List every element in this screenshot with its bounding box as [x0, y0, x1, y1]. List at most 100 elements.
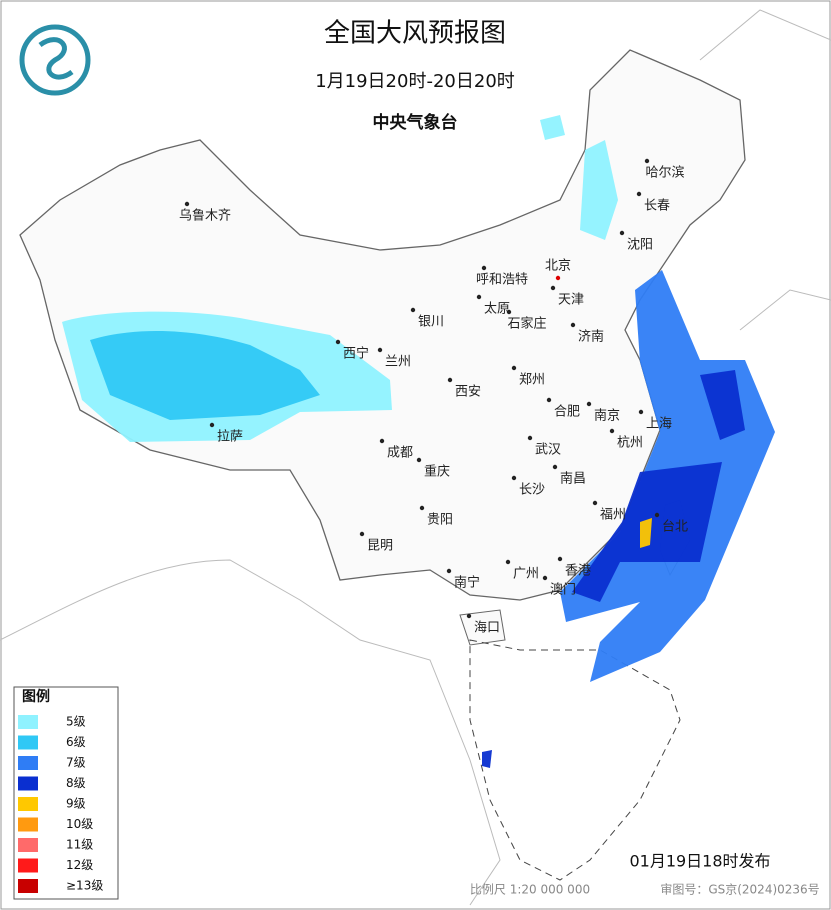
- city-label: 澳门: [550, 582, 576, 598]
- city-dot: [619, 230, 625, 236]
- city-label: 长沙: [519, 483, 545, 498]
- city-dot: [446, 568, 452, 574]
- city-dot: [447, 377, 453, 383]
- city-label: 台北: [662, 520, 688, 535]
- city-dot: [555, 275, 561, 281]
- city-dot: [511, 365, 517, 371]
- legend-swatch: [18, 715, 38, 729]
- legend-swatch: [18, 838, 38, 852]
- legend-title: 图例: [22, 688, 50, 705]
- legend-label: 7级: [66, 756, 86, 770]
- city-dot: [644, 158, 650, 164]
- city-label: 南京: [594, 408, 620, 424]
- city-label: 呼和浩特: [476, 273, 528, 288]
- city-dot: [410, 307, 416, 313]
- city-label: 福州: [600, 508, 626, 523]
- city-dot: [638, 409, 644, 415]
- city-dot: [379, 438, 385, 444]
- city-label: 成都: [387, 446, 413, 461]
- wind-area: [90, 330, 320, 420]
- city-label: 南昌: [560, 471, 586, 487]
- city-dot: [636, 191, 642, 197]
- legend-swatch: [18, 858, 38, 873]
- city-dot: [481, 265, 487, 271]
- city-label: 兰州: [385, 355, 411, 370]
- city-label: 香港: [565, 564, 591, 579]
- city-label: 乌鲁木齐: [179, 208, 231, 224]
- period: 1月19日20时-20日20时: [315, 71, 515, 92]
- issue-time: 01月19日18时发布: [629, 852, 770, 871]
- city-label: 武汉: [535, 443, 561, 458]
- city-label: 沈阳: [627, 238, 653, 253]
- legend-label: 8级: [66, 776, 86, 790]
- city-dot: [542, 575, 548, 581]
- legend-swatch: [18, 817, 38, 832]
- wind-area: [540, 115, 565, 140]
- city-label: 贵阳: [427, 513, 453, 528]
- city-dot: [546, 397, 552, 403]
- legend-label: ≥13级: [66, 879, 103, 893]
- city-dot: [377, 347, 383, 353]
- city-dot: [557, 556, 563, 562]
- city-label: 银川: [418, 315, 444, 330]
- wind-area: [640, 518, 652, 548]
- hainan-outline: [459, 609, 506, 646]
- wind-area: [482, 750, 492, 768]
- city-dot: [586, 401, 592, 407]
- legend-swatch: [18, 797, 38, 811]
- city-dot: [506, 309, 512, 315]
- legend-label: 12级: [66, 858, 93, 872]
- city-label: 北京: [545, 259, 571, 274]
- city-label: 合肥: [554, 405, 580, 420]
- legend-label: 10级: [66, 817, 93, 831]
- city-label: 海口: [474, 621, 500, 636]
- city-label: 昆明: [367, 539, 393, 554]
- city-label: 郑州: [519, 373, 545, 388]
- city-dot: [550, 285, 556, 291]
- nine-dash-line: [469, 639, 681, 881]
- scale: 比例尺 1:20 000 000: [470, 883, 590, 897]
- city-dot: [654, 512, 660, 518]
- legend-label: 9级: [66, 797, 86, 811]
- legend-swatch: [18, 756, 38, 770]
- city-label: 拉萨: [217, 430, 243, 445]
- city-label: 济南: [578, 329, 604, 345]
- neighbour-border: [0, 9, 831, 906]
- city-dot: [466, 613, 472, 619]
- legend-label: 11级: [66, 838, 93, 852]
- title: 全国大风预报图: [324, 19, 506, 49]
- city-dot: [511, 475, 517, 481]
- city-label: 石家庄: [507, 316, 546, 332]
- city-label: 重庆: [424, 464, 450, 480]
- city-dot: [505, 559, 511, 565]
- city-dot: [527, 435, 533, 441]
- city-dot: [359, 531, 365, 537]
- wind-area: [700, 370, 745, 440]
- city-label: 南宁: [454, 575, 480, 591]
- map-number: 审图号：GS京(2024)0236号: [660, 882, 819, 897]
- city-label: 哈尔滨: [645, 165, 684, 181]
- city-dot: [592, 500, 598, 506]
- city-label: 西宁: [343, 346, 369, 362]
- city-label: 西安: [455, 385, 481, 400]
- city-label: 广州: [513, 567, 539, 582]
- city-dot: [419, 505, 425, 511]
- city-dot: [416, 457, 422, 463]
- legend-swatch: [18, 776, 38, 791]
- city-dot: [184, 201, 190, 207]
- wind-area: [580, 140, 618, 240]
- legend-items: 5级 6级 7级 8级 9级 10级 11级 12级 ≥13级: [18, 715, 103, 893]
- city-dot: [570, 322, 576, 328]
- city-label: 天津: [558, 293, 584, 308]
- wind-areas: [62, 115, 775, 768]
- logo-mark: [38, 37, 74, 80]
- city-dot: [609, 428, 615, 434]
- issuer: 中央气象台: [373, 112, 458, 133]
- legend-swatch: [18, 735, 38, 750]
- city-dot: [552, 464, 558, 470]
- legend-label: 5级: [66, 715, 86, 729]
- city-dot: [209, 422, 215, 428]
